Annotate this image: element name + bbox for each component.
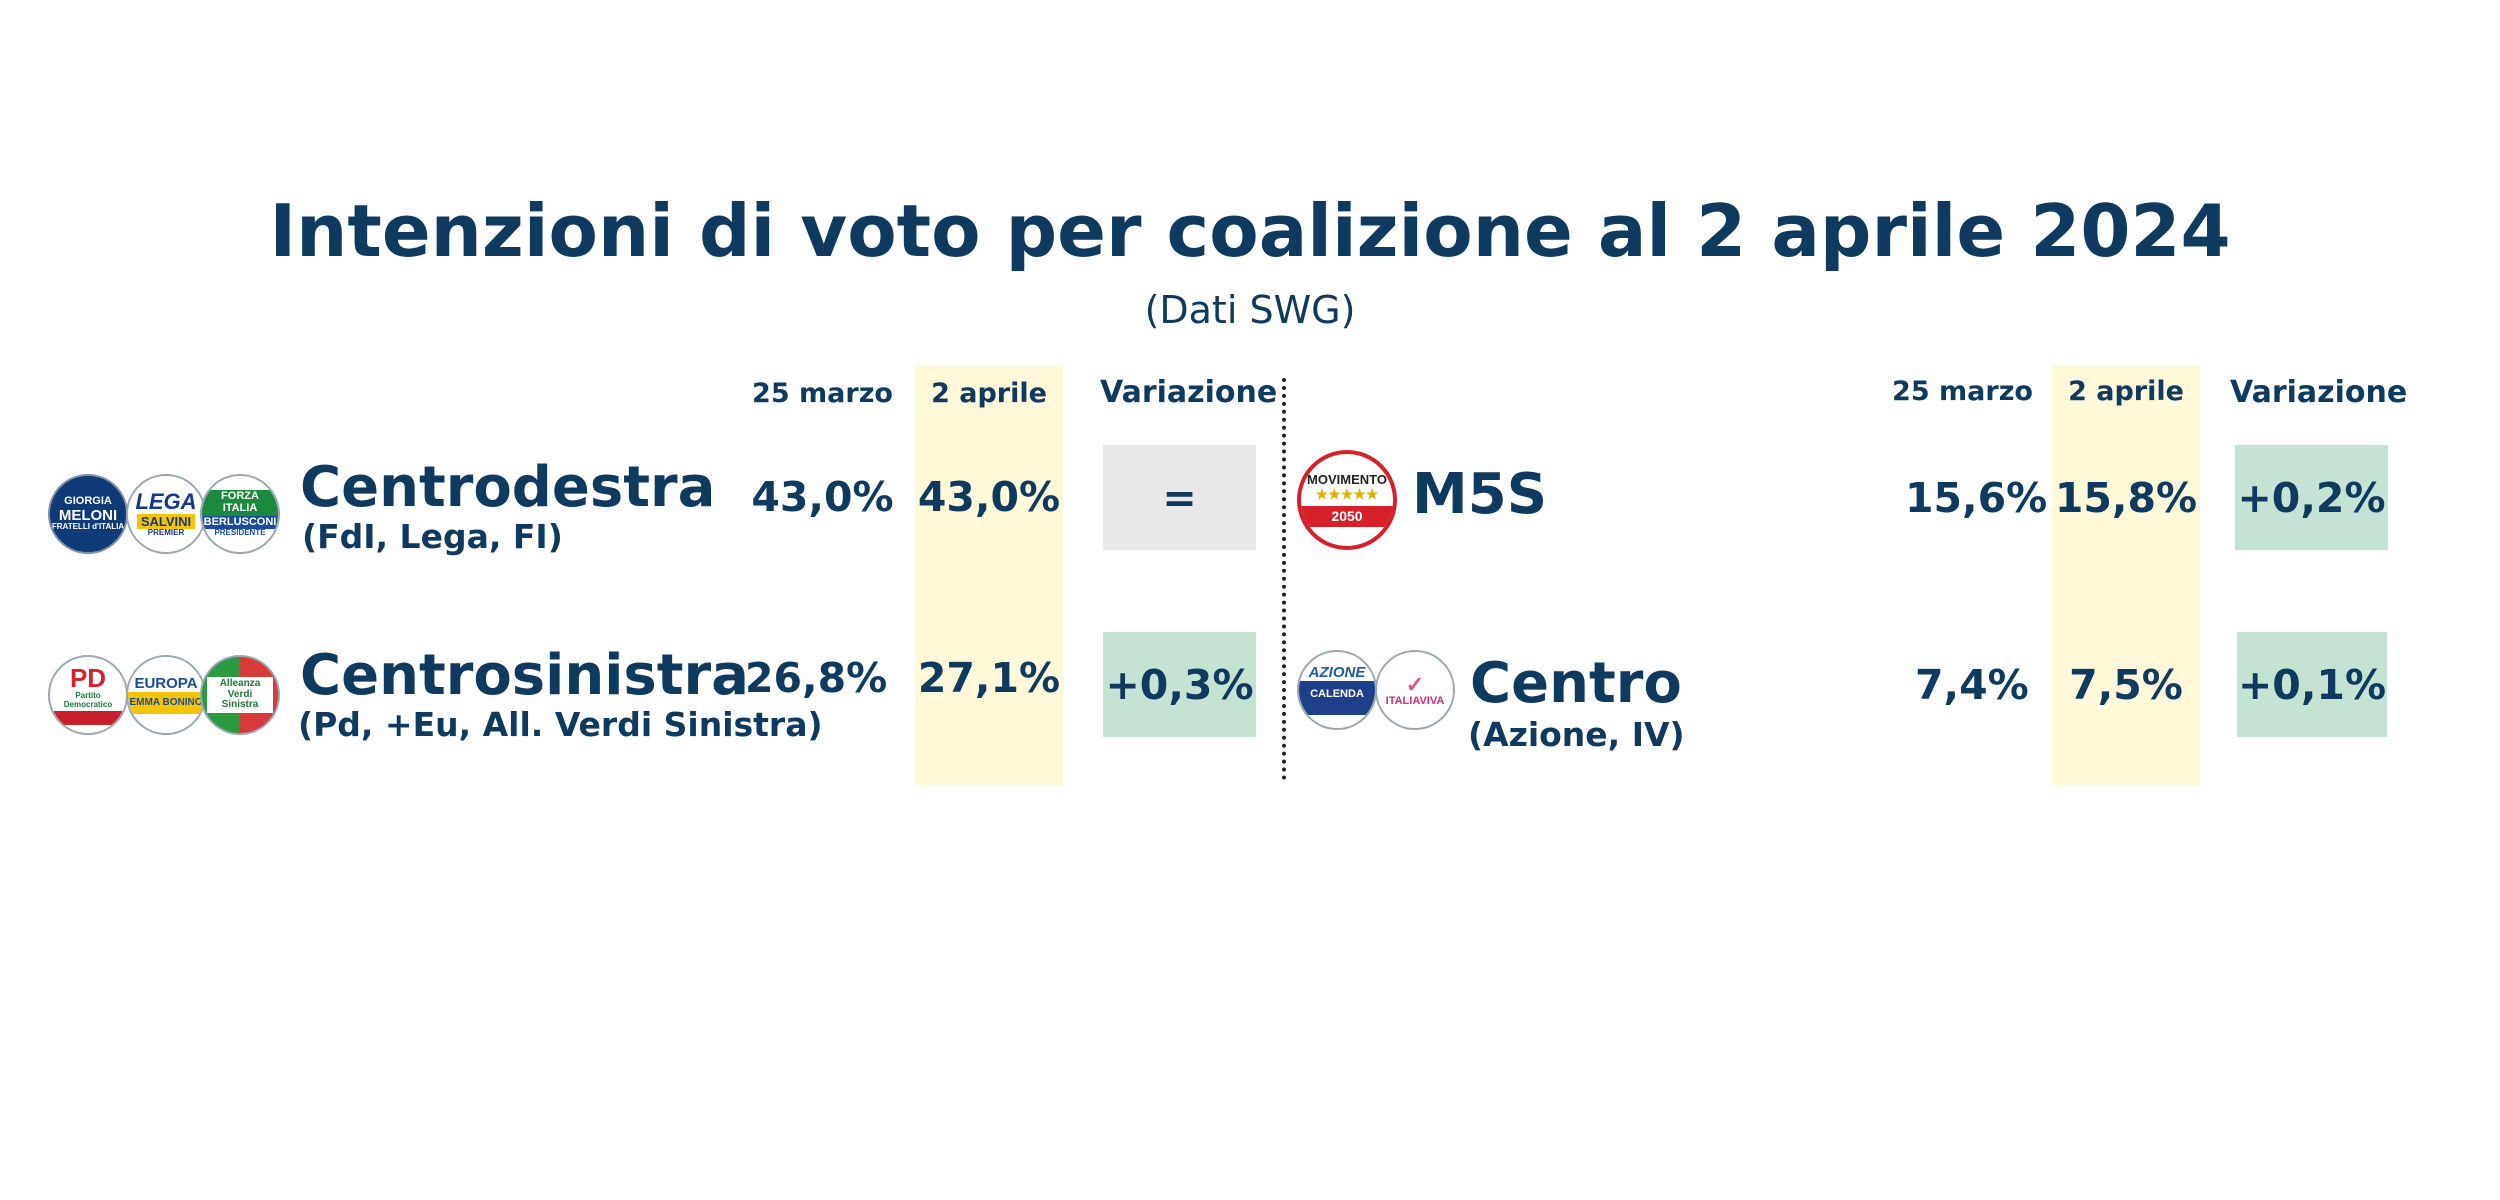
column-divider [1282,378,1286,780]
azione-logo: AZIONE CALENDA [1297,650,1377,730]
coalition-parties-centro: (Azione, IV) [1468,715,1685,754]
coalition-name-centrodestra: Centrodestra [300,455,716,520]
m5s-logo-line3: 2050 [1301,505,1393,527]
m5s-logo-line1: MOVIMENTO [1307,472,1387,488]
azione-logo-line2: CALENDA [1299,681,1375,715]
fi-logo-line3: PRESIDENTE [214,528,266,538]
page-subtitle: (Dati SWG) [1144,288,1356,332]
page-title: Intenzioni di voto per coalizione al 2 a… [269,189,2231,273]
centro-prev: 7,4% [1915,661,2029,709]
coalition-name-centro: Centro [1470,651,1682,716]
centrodestra-curr: 43,0% [917,473,1061,521]
europa-logo-line1: EUROPA [134,674,198,692]
centrosinistra-change: +0,3% [1103,632,1256,737]
coalition-name-m5s: M5S [1412,462,1548,527]
m5s-prev: 15,6% [1905,474,2048,522]
centrosinistra-prev: 26,8% [745,654,888,702]
avs-logo: Alleanza Verdi Sinistra [200,655,280,735]
fdi-logo-line3: FRATELLI d'ITALIA [51,522,125,532]
lega-logo: LEGA SALVINI PREMIER [126,474,206,554]
azione-logo-line1: AZIONE [1308,664,1366,682]
avs-logo-line1: Alleanza Verdi Sinistra [207,677,273,713]
left-highlight-column [915,365,1063,785]
m5s-logo-line2: ★★★★★ [1315,486,1379,503]
fdi-logo: GIORGIA MELONI FRATELLI d'ITALIA [48,474,128,554]
coalition-parties-centrosinistra: (Pd, +Eu, All. Verdi Sinistra) [298,705,823,744]
centrodestra-change: = [1103,445,1256,550]
centro-curr: 7,5% [2069,661,2183,709]
centrosinistra-curr: 27,1% [917,654,1061,702]
movimento-5-stelle-logo: MOVIMENTO ★★★★★ 2050 [1297,450,1397,550]
lega-logo-line2: SALVINI [136,513,196,530]
fdi-logo-line2: MELONI [58,506,118,524]
pd-logo-line2: Partito Democratico [63,691,113,709]
left-header-prev: 25 marzo [752,378,893,409]
italia-viva-logo: ✓ ITALIAVIVA [1375,650,1455,730]
right-header-curr: 2 aprile [2068,376,2184,407]
m5s-curr: 15,8% [2054,474,2198,522]
centrodestra-prev: 43,0% [751,473,894,521]
right-header-change: Variazione [2230,375,2408,410]
pd-logo-line1: PD [69,662,107,693]
fi-logo-line1: FORZA ITALIA [202,490,278,516]
right-highlight-column [2052,365,2200,785]
m5s-change: +0,2% [2235,445,2388,550]
left-header-curr: 2 aprile [931,378,1047,409]
left-header-change: Variazione [1100,375,1278,410]
fdi-logo-line1: GIORGIA [64,495,112,508]
iv-logo-line1: ITALIAVIVA [1385,694,1445,707]
pd-logo-band [50,711,126,726]
forza-italia-logo: FORZA ITALIA BERLUSCONI PRESIDENTE [200,474,280,554]
coalition-parties-centrodestra: (FdI, Lega, FI) [302,517,563,556]
piu-europa-logo: EUROPA EMMA BONINO [126,655,206,735]
centro-change: +0,1% [2237,632,2387,737]
europa-logo-line2: EMMA BONINO [128,691,204,715]
coalition-name-centrosinistra: Centrosinistra [300,643,749,708]
fi-logo-line2: BERLUSCONI [202,515,278,530]
right-header-prev: 25 marzo [1892,376,2033,407]
lega-logo-line3: PREMIER [147,528,185,538]
lega-logo-line1: LEGA [135,489,197,515]
pd-logo: PD Partito Democratico [48,655,128,735]
